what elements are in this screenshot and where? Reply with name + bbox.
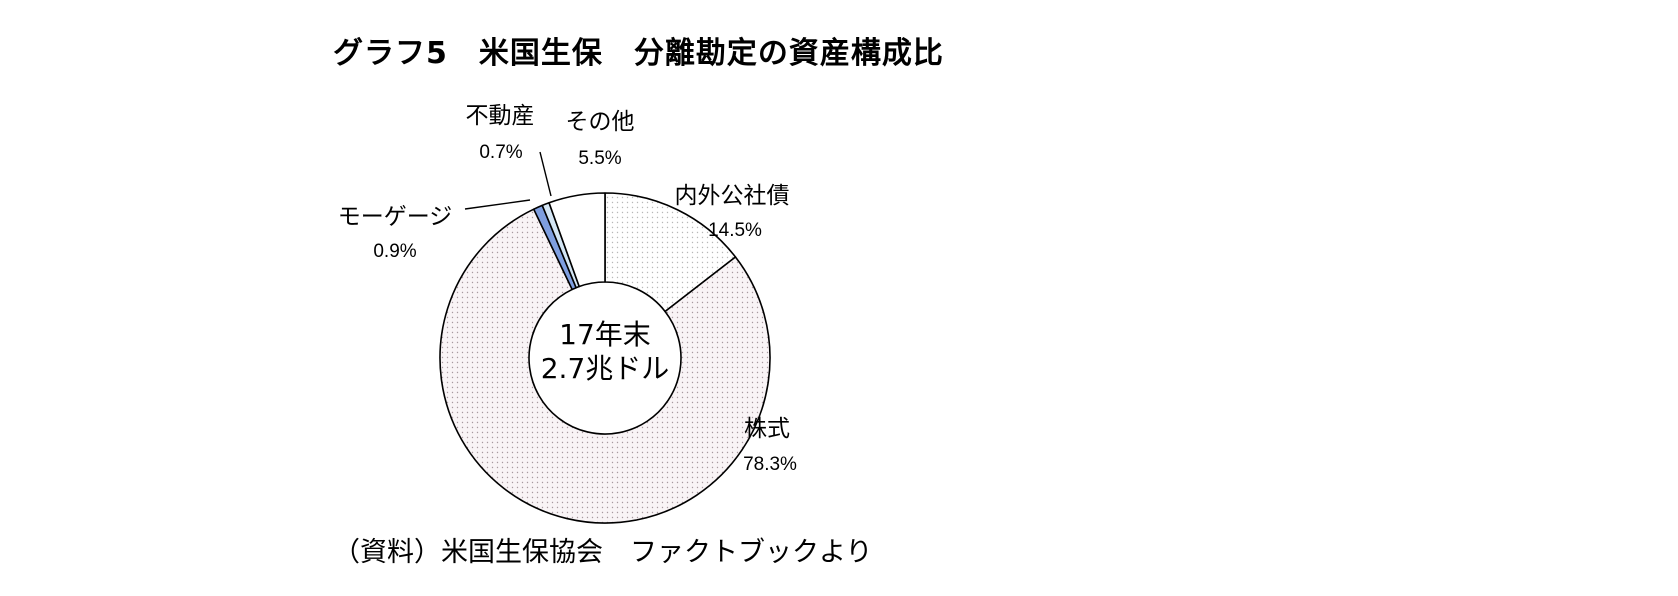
center-label-line: 17年末: [559, 318, 651, 351]
slice-value-label: 78.3%: [743, 454, 797, 475]
leader-lines: [464, 151, 552, 210]
slice-value-label: 14.5%: [708, 220, 762, 241]
slice-labels: 内外公社債 14.5% 株式 78.3% モーゲージ 0.9% 不動産 0.7% その他 5.5%: [338, 103, 797, 475]
slice-name-label: その他: [566, 109, 635, 135]
chart-title: グラフ5 米国生保 分離勘定の資産構成比: [333, 36, 944, 71]
slice-value-label: 0.7%: [479, 142, 522, 163]
slice-5: [548, 192, 606, 288]
slice-name-label: 不動産: [466, 103, 535, 129]
leader-line: [464, 199, 531, 210]
center-label-line: 2.7兆ドル: [541, 352, 670, 385]
donut-slices: [439, 192, 771, 524]
slice-name-label: 内外公社債: [675, 183, 790, 209]
slice-name-label: 株式: [744, 416, 790, 442]
slice-2: [439, 208, 771, 524]
slice-value-label: 0.9%: [373, 241, 416, 262]
slice-name-label: モーゲージ: [338, 204, 453, 230]
leader-line: [539, 151, 552, 197]
slice-value-label: 5.5%: [578, 148, 621, 169]
source-note: （資料）米国生保協会 ファクトブックより: [333, 537, 873, 568]
